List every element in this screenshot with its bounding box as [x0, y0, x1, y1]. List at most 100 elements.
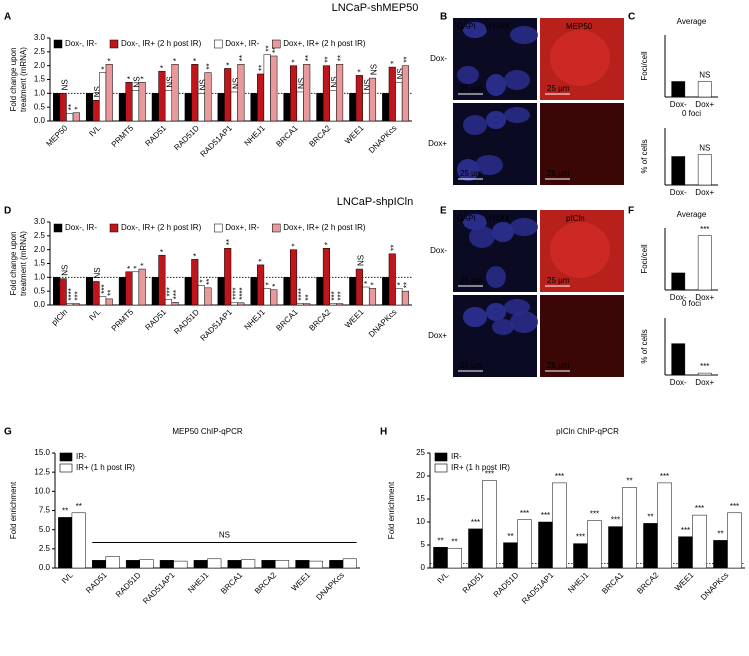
- significance: NS: [396, 68, 405, 79]
- bar: [92, 560, 107, 569]
- legend-swatch: [272, 39, 281, 49]
- bar: [296, 91, 304, 122]
- x-tick-label: DNAPKcs: [314, 571, 346, 603]
- bar: [138, 268, 146, 306]
- significance: **: [403, 282, 412, 288]
- significance: ***: [590, 510, 599, 519]
- bar: [322, 65, 330, 122]
- panel-label: E: [440, 206, 447, 217]
- nucleus: [486, 111, 506, 129]
- significance: *: [133, 266, 142, 269]
- bar: [217, 277, 225, 306]
- x-tick-label: WEE1: [343, 123, 366, 146]
- significance: *: [139, 263, 148, 266]
- bar: [263, 288, 271, 306]
- scale-bar-label: 25 μm: [547, 84, 570, 93]
- nucleus: [463, 214, 487, 230]
- bracket-label: NS: [219, 531, 230, 540]
- y-tick-label: 1.5: [34, 75, 46, 84]
- bar: [92, 281, 100, 306]
- legend-swatch: [53, 39, 63, 49]
- y-axis-label: % of cells: [640, 329, 649, 363]
- legend-swatch: [53, 223, 63, 233]
- legend-swatch: [214, 39, 223, 49]
- significance: ***: [471, 518, 480, 527]
- x-tick-label: BRCA2: [307, 123, 333, 149]
- bar: [552, 482, 567, 569]
- legend-label: Dox+, IR-: [225, 39, 259, 48]
- significance: NS: [60, 265, 69, 276]
- bar: [250, 277, 258, 306]
- chart-title: pICln ChIP-qPCR: [556, 427, 619, 436]
- nucleus: [510, 218, 538, 236]
- significance: **: [304, 294, 313, 300]
- bar: [164, 90, 173, 122]
- significance: *: [356, 69, 365, 72]
- nucleus: [463, 307, 487, 327]
- x-tick-label: pICln: [50, 308, 70, 328]
- bar: [503, 542, 518, 569]
- x-tick-label: Dox+: [695, 378, 714, 387]
- significance: NS: [297, 78, 306, 89]
- x-tick-label: DNAPKcs: [367, 124, 399, 156]
- x-tick-label: RAD51D: [492, 570, 521, 599]
- panel-label: H: [380, 427, 387, 438]
- bar: [275, 560, 290, 569]
- bar: [207, 558, 222, 569]
- nucleus: [457, 66, 479, 84]
- significance: *: [225, 62, 234, 65]
- bar: [289, 65, 298, 122]
- section-title: LNCaP-shMEP50: [332, 2, 419, 14]
- channel-label: γH2AX: [485, 214, 511, 223]
- significance: NS: [231, 78, 240, 89]
- significance: **: [647, 512, 653, 521]
- bar: [230, 302, 238, 306]
- bar: [132, 271, 140, 306]
- nucleus: [463, 115, 487, 135]
- bar: [671, 343, 686, 376]
- significance: **: [324, 56, 333, 62]
- bar: [58, 517, 73, 569]
- bar: [263, 54, 271, 122]
- scale-bar-label: 25 μm: [460, 84, 483, 93]
- nucleus: [492, 222, 514, 242]
- bar: [322, 248, 330, 306]
- bar: [105, 556, 120, 569]
- bar: [671, 81, 686, 98]
- row-label: Dox-: [430, 246, 447, 255]
- significance: *: [126, 76, 135, 79]
- nucleus: [463, 22, 487, 38]
- significance: NS: [133, 76, 142, 87]
- y-tick-label: 2.5: [34, 231, 46, 240]
- significance: **: [264, 45, 273, 51]
- bar: [336, 64, 344, 122]
- significance: **: [238, 55, 247, 61]
- y-tick-label: 0.0: [34, 116, 46, 125]
- significance: *: [396, 282, 405, 285]
- bar: [105, 298, 113, 306]
- bar: [316, 277, 324, 306]
- row-label: Dox-: [430, 54, 447, 63]
- x-tick-label: WEE1: [673, 570, 696, 593]
- y-tick-label: 2.0: [34, 61, 46, 70]
- significance: *: [370, 282, 379, 285]
- y-tick-label: 1.5: [34, 259, 46, 268]
- y-tick-label: 12.5: [34, 467, 50, 476]
- bar: [401, 65, 409, 122]
- significance: *: [271, 284, 280, 287]
- legend-label: IR-: [76, 452, 87, 461]
- bar: [657, 482, 672, 569]
- scale-bar-label: 25 μm: [547, 361, 570, 370]
- x-tick-label: WEE1: [290, 570, 313, 593]
- bar: [158, 70, 166, 122]
- bar: [296, 303, 304, 306]
- legend-label: IR+ (1 h post IR): [76, 463, 135, 472]
- significance: ***: [172, 290, 181, 299]
- significance: *: [192, 253, 201, 256]
- bar: [193, 560, 208, 569]
- bar: [204, 287, 212, 306]
- bar: [99, 72, 107, 122]
- panel-label: D: [4, 206, 11, 217]
- bar: [517, 519, 532, 569]
- bar: [678, 536, 693, 569]
